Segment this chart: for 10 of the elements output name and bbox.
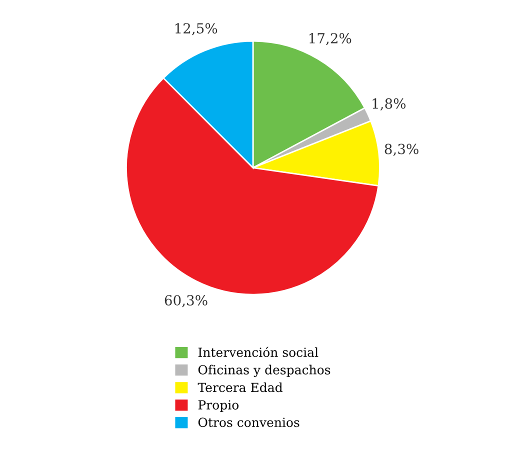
data-label: 8,3% bbox=[384, 144, 418, 156]
data-label: 17,2% bbox=[310, 32, 352, 46]
legend-label: Otros convenios bbox=[198, 418, 300, 428]
legend-label: Intervención social bbox=[198, 346, 318, 358]
legend-label: Oficinas y despachos bbox=[198, 364, 330, 378]
data-label: 12,5% bbox=[175, 23, 218, 36]
data-label: 60,3% bbox=[164, 295, 208, 308]
legend-label: Tercera Edad bbox=[198, 382, 282, 392]
legend-label: Propio bbox=[198, 400, 239, 412]
data-label: 1,8% bbox=[372, 98, 406, 110]
